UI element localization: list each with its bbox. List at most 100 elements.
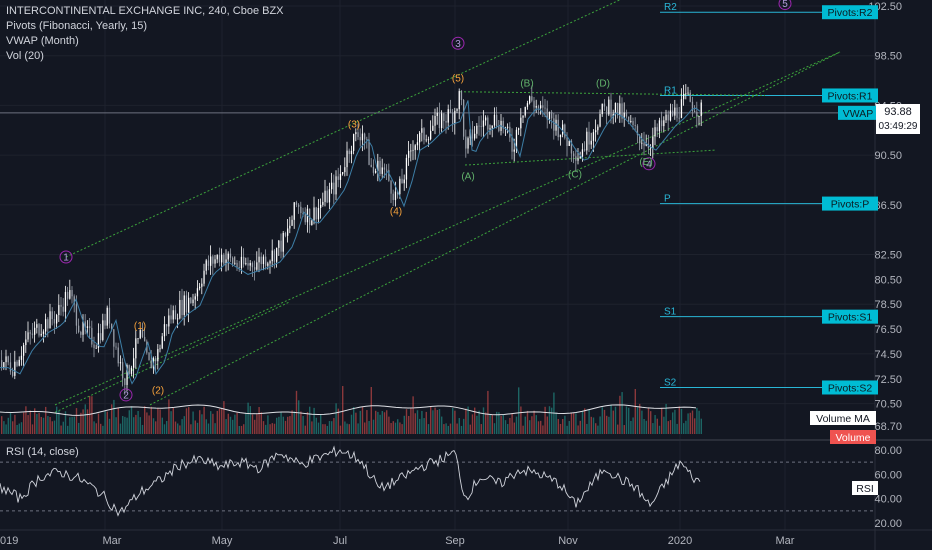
candle-body <box>34 327 36 335</box>
candle-body <box>669 110 672 121</box>
volume-bar <box>137 410 139 434</box>
candle-body <box>216 255 218 260</box>
wave-label: (3) <box>348 120 360 131</box>
candle-body <box>232 257 234 264</box>
volume-bar <box>260 412 262 434</box>
candle-body <box>357 132 359 138</box>
candle-body <box>625 112 628 117</box>
candle-body <box>201 283 203 287</box>
candle-body <box>588 131 590 145</box>
candle-body <box>511 137 513 152</box>
volume-bar <box>130 406 133 434</box>
volume-bar <box>190 424 192 434</box>
wave-circle <box>451 36 465 50</box>
volume-bar <box>315 417 317 434</box>
time-axis[interactable]: 019 Mar May Jul Sep Nov 2020 Mar <box>0 535 795 547</box>
price-axis[interactable]: 102.5098.5094.5090.5086.5082.5080.5078.5… <box>868 1 902 433</box>
candle-body <box>452 112 454 125</box>
candle-body <box>311 220 313 226</box>
volume-bar <box>273 423 276 434</box>
pivot-tag-p: Pivots:P <box>831 199 870 211</box>
volume-bar <box>634 389 636 434</box>
volume-bar <box>656 418 658 434</box>
candle-body <box>599 114 601 127</box>
volume-tag-bg <box>830 430 876 444</box>
time-tick-label: Nov <box>558 535 578 547</box>
wave-label: 3 <box>455 39 461 50</box>
candle-body <box>36 324 38 328</box>
candle-body <box>177 318 179 320</box>
volume-bar <box>223 401 225 434</box>
volume-bar <box>91 396 93 434</box>
channel-line <box>149 51 841 406</box>
volume-bar <box>540 420 542 434</box>
time-tick-label: Mar <box>103 535 122 547</box>
volume-bar <box>324 424 326 434</box>
candle-body <box>419 132 421 143</box>
wave-label: (E) <box>639 157 652 168</box>
candle-body <box>498 126 500 131</box>
volume-bar <box>188 407 190 434</box>
candle-body <box>562 124 564 135</box>
volume-bar <box>97 413 100 434</box>
candle-body <box>350 150 353 155</box>
candle-body <box>542 105 544 108</box>
volume-bar <box>29 410 31 434</box>
candle-body <box>29 332 31 334</box>
candle-body <box>3 362 5 368</box>
candle-body <box>106 307 108 326</box>
candle-body <box>183 295 185 316</box>
candle-body <box>128 365 130 374</box>
volume-bar <box>399 422 401 434</box>
candle-body <box>566 137 568 146</box>
candle-body <box>223 254 225 264</box>
candle-body <box>399 178 401 195</box>
candle-body <box>687 92 689 94</box>
candle-body <box>597 126 599 131</box>
volume-bar <box>617 424 619 434</box>
volume-bar <box>342 386 344 434</box>
candle-body <box>405 157 408 180</box>
candle-body <box>678 117 680 119</box>
candle-body <box>368 139 370 165</box>
candle-body <box>441 113 443 129</box>
volume-bar <box>546 416 548 434</box>
pivot-tag-r1-bg <box>822 88 878 103</box>
candle-body <box>192 299 194 304</box>
candle-body <box>194 296 196 300</box>
candle-body <box>493 114 496 126</box>
candle-body <box>293 202 295 220</box>
volume-bar <box>163 424 166 434</box>
candle-body <box>289 225 291 229</box>
volume-bar <box>304 425 306 434</box>
volume-bar <box>100 423 102 434</box>
rsi-pane: 80.00 60.00 40.00 20.00 RSI <box>0 445 902 530</box>
volume-bar <box>276 417 278 434</box>
volume-bar <box>199 410 201 434</box>
volume-bar <box>531 416 533 434</box>
volume-bar <box>518 387 520 434</box>
candle-body <box>386 169 388 171</box>
volume-bar <box>240 425 243 434</box>
symbol-title[interactable]: INTERCONTINENTAL EXCHANGE INC, 240, Cboe… <box>6 5 284 17</box>
volume-bar <box>320 414 322 434</box>
candle-body <box>322 201 324 205</box>
candle-body <box>45 319 47 332</box>
vwap-curve <box>0 100 701 385</box>
candle-body <box>467 138 469 149</box>
volume-bar <box>504 420 507 434</box>
candle-body <box>62 306 64 312</box>
volume-bar <box>562 418 564 434</box>
pivot-name-r2: R2 <box>664 2 677 13</box>
pivots-indicator-label[interactable]: Pivots (Fibonacci, Yearly, 15) <box>6 20 148 32</box>
volume-bar <box>584 408 586 434</box>
volume-bar <box>232 419 234 434</box>
volume-indicator-label[interactable]: Vol (20) <box>6 50 44 62</box>
volume-bar <box>628 407 630 434</box>
candle-body <box>546 108 548 120</box>
rsi-indicator-label[interactable]: RSI (14, close) <box>6 446 79 458</box>
candle-body <box>188 297 190 313</box>
candle-body <box>273 250 276 262</box>
vwap-indicator-label[interactable]: VWAP (Month) <box>6 35 79 47</box>
